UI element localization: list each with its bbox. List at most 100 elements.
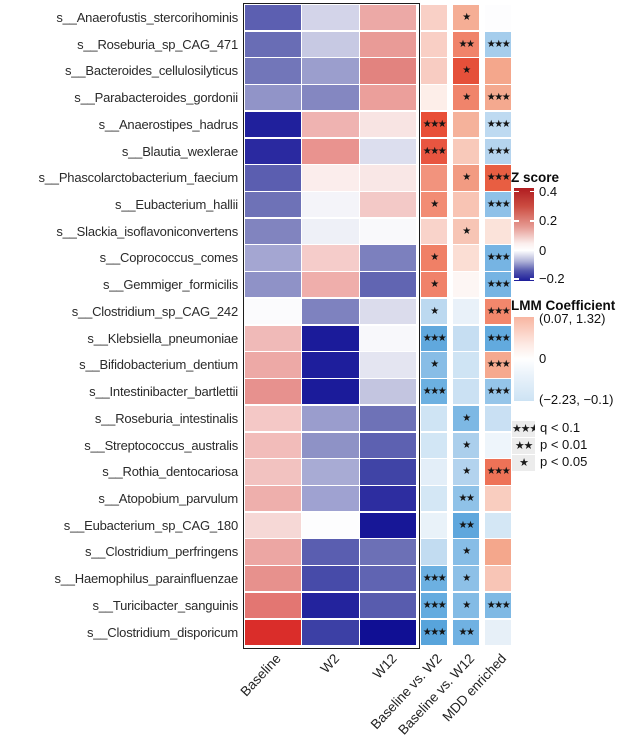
significance-stars: ★★★: [486, 118, 511, 130]
lmm-cell-with-stars: ★★★: [485, 459, 511, 485]
significance-stars: ★★★: [422, 118, 447, 130]
lmm-legend-title: LMM Coefficient: [511, 298, 616, 313]
lmm-cell: [421, 5, 447, 31]
lmm-cell-with-stars: ★★: [453, 31, 479, 58]
z-cell: [360, 5, 417, 31]
significance-stars: ★: [462, 92, 471, 104]
lmm-cell-with-stars: ★: [453, 218, 479, 245]
z-cell: [244, 405, 301, 432]
significance-stars: ★: [462, 599, 471, 611]
significance-stars: ★: [462, 12, 471, 23]
significance-stars: ★★: [458, 626, 475, 638]
z-score-colorbar: [514, 188, 534, 281]
lmm-cell: [485, 218, 511, 245]
z-cell: [244, 31, 301, 58]
lmm-cell-with-stars: ★★: [453, 512, 479, 538]
significance-stars: ★: [462, 546, 471, 558]
z-cell: [360, 245, 417, 271]
lmm-cell-with-stars: ★: [421, 272, 447, 298]
z-cell: [302, 379, 359, 405]
z-cell: [360, 539, 417, 565]
species-label: s__Slackia_isoflavoniconvertens: [56, 223, 238, 239]
species-label: s__Intestinibacter_bartlettii: [89, 384, 238, 400]
z-cell: [244, 485, 301, 512]
significance-stars: ★★★: [486, 199, 511, 211]
z-cell: [244, 379, 301, 405]
significance-stars: ★: [462, 412, 471, 424]
significance-stars: ★: [462, 172, 471, 184]
lmm-colorbar: [514, 317, 534, 401]
z-cell: [302, 432, 359, 458]
lmm-cell: [453, 379, 479, 405]
lmm-cell-with-stars: ★: [453, 165, 479, 191]
significance-stars: ★★: [458, 519, 475, 531]
z-cell: [360, 272, 417, 298]
significance-stars: ★: [430, 359, 439, 371]
significance-stars: ★: [430, 305, 439, 317]
lmm-cell-with-stars: ★★★: [421, 138, 447, 164]
significance-stars: ★: [462, 225, 471, 237]
z-cell: [244, 111, 301, 138]
lmm-cell-with-stars: ★★★: [485, 111, 511, 138]
lmm-cell-with-stars: ★: [453, 539, 479, 565]
species-label: s__Clostridium_sp_CAG_242: [71, 303, 238, 319]
lmm-cell: [485, 58, 511, 84]
lmm-cell: [421, 85, 447, 111]
colorbar-tick-mark: [514, 278, 519, 280]
species-label: s__Parabacteroides_gordonii: [74, 90, 238, 106]
z-cell: [360, 298, 417, 325]
lmm-top-label: (0.07, 1.32): [539, 311, 606, 326]
lmm-cell: [421, 512, 447, 538]
significance-stars: ★★★: [486, 305, 511, 317]
colorbar-tick-mark: [514, 249, 519, 252]
lmm-cell-with-stars: ★★★: [421, 379, 447, 405]
z-cell: [360, 218, 417, 245]
x-axis-label: Baseline: [237, 651, 284, 700]
lmm-cell: [453, 298, 479, 325]
colorbar-tick-mark: [514, 220, 519, 222]
species-label: s__Anaerostipes_hadrus: [98, 116, 239, 132]
lmm-cell-with-stars: ★★★: [485, 325, 511, 351]
z-cell: [302, 298, 359, 325]
significance-key-box: ★: [512, 455, 535, 471]
z-cell: [360, 111, 417, 138]
z-cell: [360, 85, 417, 111]
lmm-cell: [453, 352, 479, 378]
lmm-cell-with-stars: ★★★: [485, 138, 511, 164]
z-cell: [244, 539, 301, 565]
z-cell: [360, 58, 417, 84]
significance-stars: ★★★: [486, 386, 511, 398]
lmm-cell: [421, 432, 447, 458]
species-label: s__Roseburia_intestinalis: [94, 410, 238, 426]
significance-stars: ★: [430, 252, 439, 264]
lmm-cell: [485, 485, 511, 512]
lmm-cell: [421, 165, 447, 191]
significance-stars: ★★★: [422, 573, 447, 585]
z-cell: [360, 31, 417, 58]
lmm-cell: [421, 405, 447, 432]
lmm-cell: [421, 218, 447, 245]
lmm-cell-with-stars: ★★★: [421, 619, 447, 645]
species-label: s__Bifidobacterium_dentium: [79, 357, 238, 373]
colorbar-tick-mark: [529, 220, 534, 222]
species-label: s__Blautia_wexlerae: [121, 143, 238, 159]
z-cell: [244, 272, 301, 298]
species-label: s__Clostridium_disporicum: [86, 624, 238, 640]
species-label: s__Eubacterium_hallii: [115, 197, 238, 213]
significance-stars: ★★: [458, 492, 475, 504]
species-label: s__Clostridium_perfringens: [84, 544, 238, 560]
significance-stars: ★★★: [422, 626, 447, 638]
z-cell: [360, 405, 417, 432]
z-cell: [244, 245, 301, 271]
significance-stars: ★: [462, 573, 471, 585]
significance-stars: ★★★: [486, 252, 511, 264]
lmm-cell-with-stars: ★: [453, 566, 479, 592]
significance-key-box: ★★: [512, 438, 535, 454]
lmm-cell-with-stars: ★: [453, 592, 479, 619]
significance-stars: ★: [430, 199, 439, 211]
z-cell: [302, 218, 359, 245]
lmm-cell-with-stars: ★★★: [485, 31, 511, 58]
lmm-cell: [421, 539, 447, 565]
z-cell: [360, 459, 417, 485]
z-cell: [302, 459, 359, 485]
